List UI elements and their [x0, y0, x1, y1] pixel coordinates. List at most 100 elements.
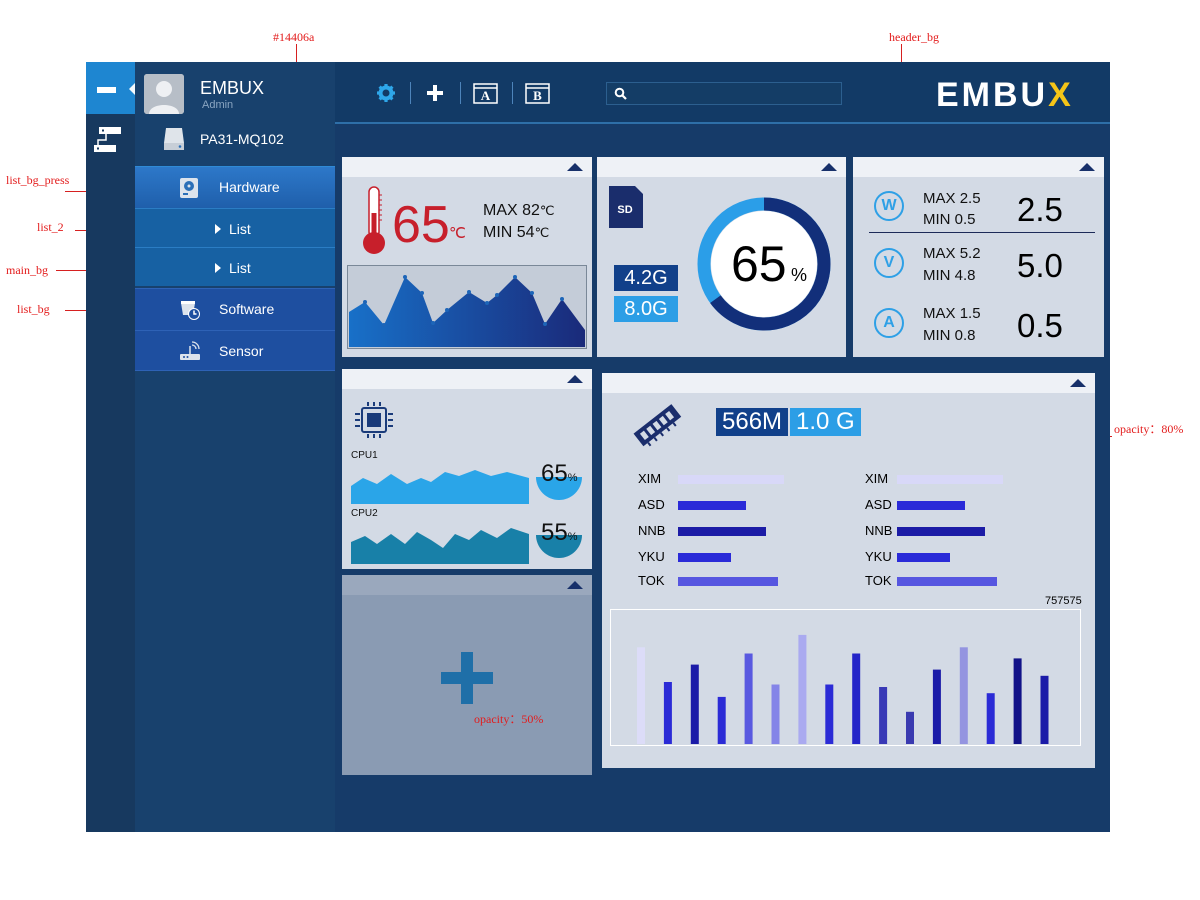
watt-value: 2.5 — [1017, 191, 1063, 229]
max-label: MAX — [923, 190, 956, 207]
app-window: EMBUX Admin PA31-MQ102 Hardware — [86, 62, 1110, 832]
user-profile[interactable]: EMBUX Admin — [135, 62, 335, 114]
collapse-caret-icon[interactable] — [567, 581, 583, 589]
min-label: MIN — [923, 211, 951, 228]
panel-header — [342, 157, 592, 177]
min-value: 0.5 — [955, 211, 976, 228]
chart-bar — [664, 682, 672, 744]
memory-row-label: NNB — [638, 523, 665, 538]
min-value: 0.8 — [955, 327, 976, 344]
memory-row-bar — [678, 501, 746, 510]
collapse-caret-icon[interactable] — [821, 163, 837, 171]
b-icon-letter: B — [533, 88, 542, 103]
tree-icon[interactable] — [94, 126, 122, 154]
avatar — [144, 74, 184, 114]
sidebar-subitem-list[interactable]: List — [135, 208, 335, 247]
ampere-value: 0.5 — [1017, 307, 1063, 345]
collapse-button[interactable] — [86, 62, 135, 114]
sd-card-icon: SD — [608, 185, 644, 229]
software-icon — [179, 299, 201, 321]
panel-header — [342, 575, 592, 595]
memory-row-bar — [678, 577, 778, 586]
temperature-max: MAX 82℃ — [483, 202, 555, 220]
panel-header — [853, 157, 1104, 177]
sidebar-item-label: List — [229, 221, 251, 237]
memory-row-label: ASD — [638, 497, 665, 512]
watt-min: MIN 0.5 — [923, 211, 976, 228]
user-name: EMBUX — [200, 78, 264, 99]
memory-row-label: YKU — [638, 549, 665, 564]
temperature-area-chart — [347, 265, 587, 349]
storage-used: 4.2G — [614, 265, 678, 291]
sidebar-subitem-list[interactable]: List — [135, 247, 335, 286]
chart-bar — [933, 670, 941, 744]
search-input[interactable] — [606, 82, 842, 105]
annotation-main-bg: main_bg — [6, 263, 48, 278]
cpu1-value: 65 — [541, 460, 568, 487]
router-icon — [179, 341, 201, 363]
sidebar-item-software[interactable]: Software — [135, 288, 335, 330]
toolbar-divider — [410, 82, 411, 104]
plus-icon[interactable] — [440, 651, 494, 705]
memory-total: 1.0 G — [790, 408, 861, 436]
plus-icon[interactable] — [426, 82, 444, 104]
device-name: PA31-MQ102 — [200, 131, 284, 147]
chart-bar — [691, 665, 699, 744]
min-label: MIN — [923, 267, 951, 284]
panel-header — [597, 157, 846, 177]
memory-bar-chart-svg — [611, 610, 1079, 744]
chart-bar — [637, 647, 645, 744]
collapse-caret-icon[interactable] — [1070, 379, 1086, 387]
annotation-list-2: list_2 — [37, 220, 64, 235]
chart-bar — [879, 687, 887, 744]
settings-icon[interactable] — [375, 82, 397, 104]
collapse-caret-icon[interactable] — [567, 163, 583, 171]
percent-sign: % — [568, 472, 578, 484]
cpu2-label: CPU2 — [351, 508, 378, 519]
caret-right-icon — [215, 263, 221, 273]
device-item[interactable]: PA31-MQ102 — [135, 120, 335, 164]
ampere-min: MIN 0.8 — [923, 327, 976, 344]
min-value: 4.8 — [955, 267, 976, 284]
memory-row-bar — [897, 553, 950, 562]
search-icon — [614, 87, 628, 101]
chart-bar — [772, 685, 780, 745]
sidebar-item-hardware[interactable]: Hardware — [135, 166, 335, 208]
temperature-min: MIN 54℃ — [483, 224, 549, 242]
chart-bar — [745, 654, 753, 745]
ampere-max: MAX 1.5 — [923, 305, 981, 322]
watt-icon: W — [874, 191, 904, 221]
collapse-caret-icon[interactable] — [1079, 163, 1095, 171]
sidebar-item-label: List — [229, 260, 251, 276]
chart-bar — [825, 685, 833, 745]
toolbar-divider — [460, 82, 461, 104]
chart-bar — [1014, 658, 1022, 744]
volt-value: 5.0 — [1017, 247, 1063, 285]
chart-bar — [798, 635, 806, 744]
min-value: 54 — [517, 224, 535, 241]
cpu2-percent: 55% — [541, 519, 577, 547]
cpu-chip-icon — [352, 399, 398, 441]
hard-drive-icon — [163, 127, 185, 151]
logo-x: X — [1048, 76, 1074, 114]
memory-panel: 566M 1.0 G XIM ASD NNB YKU TOK XIM ASD NNB YKU TO… — [602, 373, 1095, 768]
header: A B EMBUX — [335, 62, 1110, 124]
ampere-icon: A — [874, 308, 904, 338]
collapse-caret-icon[interactable] — [567, 375, 583, 383]
b-icon[interactable]: B — [525, 82, 551, 104]
temperature-panel: 65 ℃ MAX 82℃ MIN 54℃ — [342, 157, 592, 357]
memory-row-label: NNB — [865, 523, 892, 538]
sidebar-item-sensor[interactable]: Sensor — [135, 330, 335, 371]
cpu2-value: 55 — [541, 519, 568, 546]
chart-bar — [987, 693, 995, 744]
add-widget-panel[interactable]: opacity：50% — [342, 575, 592, 775]
a-icon[interactable]: A — [473, 82, 499, 104]
max-value: 5.2 — [960, 245, 981, 262]
memory-row-bar — [678, 527, 766, 536]
max-value: 2.5 — [960, 190, 981, 207]
cpu1-label: CPU1 — [351, 450, 378, 461]
volt-max: MAX 5.2 — [923, 245, 981, 262]
degree-unit: ℃ — [535, 225, 550, 240]
cpu1-chart — [351, 466, 531, 504]
